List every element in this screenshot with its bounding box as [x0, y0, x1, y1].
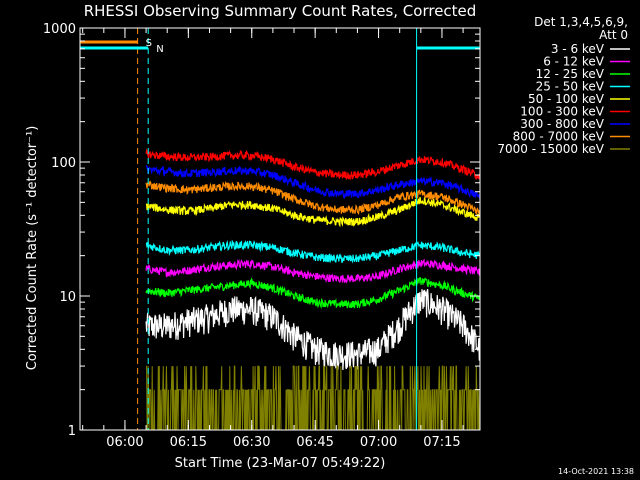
- series-9-line: [146, 365, 481, 431]
- series-3-line: [145, 276, 481, 310]
- x-axis-title: Start Time (23-Mar-07 05:49:22): [175, 456, 386, 471]
- flag-label-1: S: [146, 38, 152, 49]
- series-1-line: [145, 288, 481, 371]
- x-tick-label-5: 07:00: [360, 435, 397, 450]
- x-tick-label-4: 06:45: [296, 435, 333, 450]
- plot-frame: [79, 27, 481, 431]
- series-4-line: [145, 239, 481, 264]
- y-tick-label-3: 100: [51, 156, 76, 171]
- series-8-line: [145, 180, 481, 217]
- legend-label-9: 7000 - 15000 keV: [497, 142, 604, 156]
- legend-label-8: 800 - 7000 keV: [513, 130, 605, 144]
- legend-label-3: 12 - 25 keV: [536, 67, 605, 81]
- legend-header-line-1: Det 1,3,4,5,6,9,: [534, 15, 628, 29]
- y-axis-title: Corrected Count Rate (s⁻¹ detector⁻¹): [25, 126, 40, 371]
- x-tick-label-3: 06:30: [233, 435, 270, 450]
- y-tick-label-1: 1: [68, 424, 76, 439]
- legend-label-5: 50 - 100 keV: [528, 92, 605, 106]
- series-2-line: [145, 258, 481, 284]
- legend-header-line-2: Att 0: [599, 28, 628, 42]
- x-tick-label-1: 06:00: [106, 435, 143, 450]
- chart-title: RHESSI Observing Summary Count Rates, Co…: [84, 2, 477, 20]
- flag-label-2: N: [156, 44, 163, 55]
- y-tick-label-4: 1000: [43, 22, 76, 37]
- legend-label-4: 25 - 50 keV: [536, 80, 605, 94]
- y-tick-label-2: 10: [59, 290, 76, 305]
- legend-label-7: 300 - 800 keV: [520, 117, 604, 131]
- timestamp: 14-Oct-2021 13:38: [558, 467, 634, 476]
- series-6-line: [145, 148, 481, 181]
- series-5-line: [145, 196, 481, 228]
- legend-label-6: 100 - 300 keV: [520, 105, 604, 119]
- x-tick-label-6: 07:15: [423, 435, 460, 450]
- x-tick-label-2: 06:15: [170, 435, 207, 450]
- series-7-line: [145, 164, 481, 199]
- legend-label-1: 3 - 6 keV: [551, 42, 605, 56]
- legend-label-2: 6 - 12 keV: [543, 55, 605, 69]
